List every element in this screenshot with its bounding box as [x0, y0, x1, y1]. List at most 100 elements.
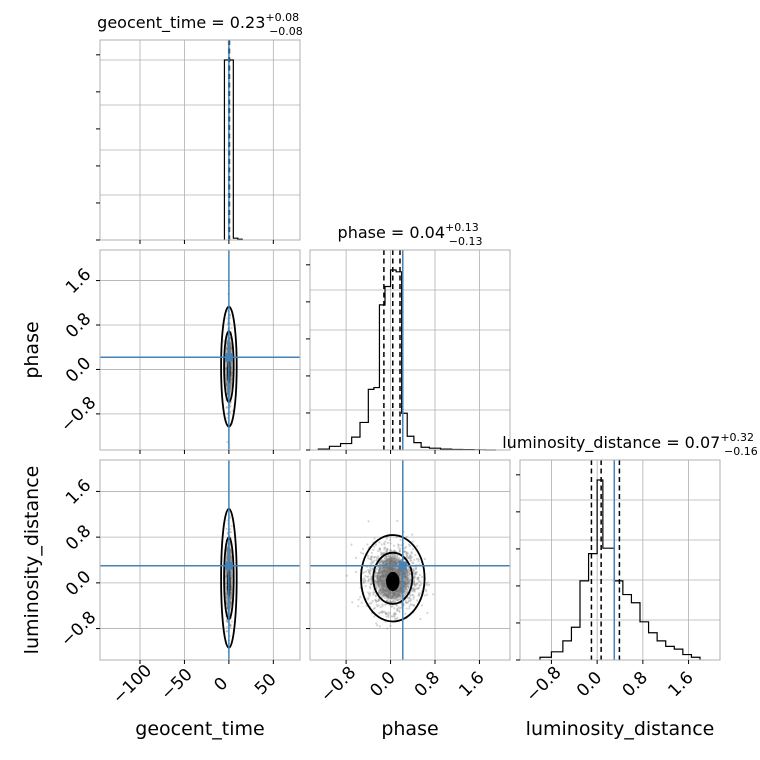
sample-point: [371, 560, 374, 563]
sample-point: [417, 560, 420, 563]
sample-point: [389, 600, 392, 603]
sample-point: [383, 557, 386, 560]
sample-point: [390, 597, 393, 600]
sample-point: [403, 580, 407, 583]
x-tick-label: −0.8: [522, 663, 565, 706]
sample-point: [377, 590, 380, 593]
sample-point: [378, 547, 381, 550]
title-main: luminosity_distance = 0.07: [502, 433, 720, 453]
sample-point: [396, 555, 399, 558]
title-main: geocent_time = 0.23: [97, 13, 265, 33]
sample-point: [350, 543, 353, 546]
sample-point: [388, 599, 392, 603]
sample-point: [380, 559, 383, 562]
sample-point: [382, 569, 385, 572]
sample-point: [383, 589, 387, 593]
sample-point: [379, 582, 382, 585]
sample-point: [387, 611, 390, 614]
sample-point: [393, 592, 396, 595]
sample-point: [378, 565, 381, 569]
panel-frame: [99, 459, 301, 661]
sample-point: [225, 367, 228, 370]
sample-point: [359, 596, 362, 599]
y-tick-label: 1.6: [62, 265, 95, 298]
sample-point: [231, 409, 234, 413]
sample-point: [229, 557, 232, 560]
sample-point: [360, 551, 363, 554]
sample-point: [404, 590, 407, 593]
sample-point: [366, 598, 370, 601]
sample-point: [415, 582, 419, 586]
sample-point: [229, 347, 233, 350]
sample-point: [383, 594, 386, 598]
sample-point: [397, 589, 400, 592]
sample-point: [388, 568, 391, 571]
sample-point: [399, 539, 402, 542]
sample-point: [230, 620, 234, 623]
sample-point: [417, 558, 420, 561]
sample-point: [391, 560, 394, 563]
sample-point: [382, 580, 385, 583]
sample-point: [409, 597, 412, 601]
sample-point: [384, 570, 387, 573]
sample-point: [385, 587, 388, 590]
sample-point: [412, 580, 416, 583]
sample-point: [421, 575, 424, 579]
sample-point: [397, 594, 400, 597]
sample-point: [412, 588, 415, 591]
sample-point: [384, 612, 387, 615]
sample-point: [379, 591, 382, 594]
sample-point: [230, 370, 233, 373]
sample-point: [373, 615, 376, 618]
sample-point: [387, 593, 390, 597]
sample-point: [230, 326, 233, 330]
sample-point: [374, 574, 377, 578]
sample-point: [378, 561, 381, 565]
sample-point: [385, 557, 388, 560]
sample-point: [408, 570, 411, 573]
sample-point: [389, 567, 393, 570]
sample-point: [408, 573, 411, 576]
sample-point: [391, 591, 394, 594]
sample-point: [370, 601, 373, 605]
sample-point: [400, 587, 403, 590]
sample-point: [381, 582, 384, 585]
sample-point: [405, 550, 408, 554]
sample-point: [393, 600, 396, 604]
sample-point: [393, 557, 396, 561]
sample-point: [391, 562, 394, 566]
sample-point: [357, 605, 360, 608]
sample-point: [381, 590, 384, 593]
sample-point: [229, 602, 232, 605]
x-tick-label: 1.6: [664, 668, 697, 701]
sample-point: [399, 588, 402, 592]
sample-point: [396, 570, 399, 574]
sample-point: [390, 601, 393, 604]
sample-point: [385, 537, 388, 540]
sample-point: [391, 595, 394, 598]
sample-point: [381, 561, 385, 564]
sample-point: [377, 580, 381, 583]
sample-point: [400, 559, 403, 562]
sample-point: [391, 567, 394, 570]
sample-point: [386, 548, 389, 551]
sample-point: [405, 552, 409, 555]
sample-point: [399, 547, 402, 550]
sample-point: [391, 595, 395, 599]
sample-point: [398, 571, 401, 575]
sample-point: [410, 590, 414, 593]
sample-point: [384, 576, 387, 580]
sample-point: [225, 383, 228, 386]
sample-point: [400, 596, 403, 599]
sample-point: [382, 575, 386, 578]
sample-point: [369, 556, 373, 559]
sample-point: [376, 574, 379, 577]
sample-point: [399, 583, 402, 586]
sample-point: [379, 579, 382, 582]
sample-point: [396, 591, 399, 594]
sample-point: [363, 579, 367, 582]
sample-point: [385, 574, 388, 577]
sample-point: [382, 551, 385, 554]
sample-point: [379, 561, 382, 564]
sample-point: [376, 576, 379, 579]
